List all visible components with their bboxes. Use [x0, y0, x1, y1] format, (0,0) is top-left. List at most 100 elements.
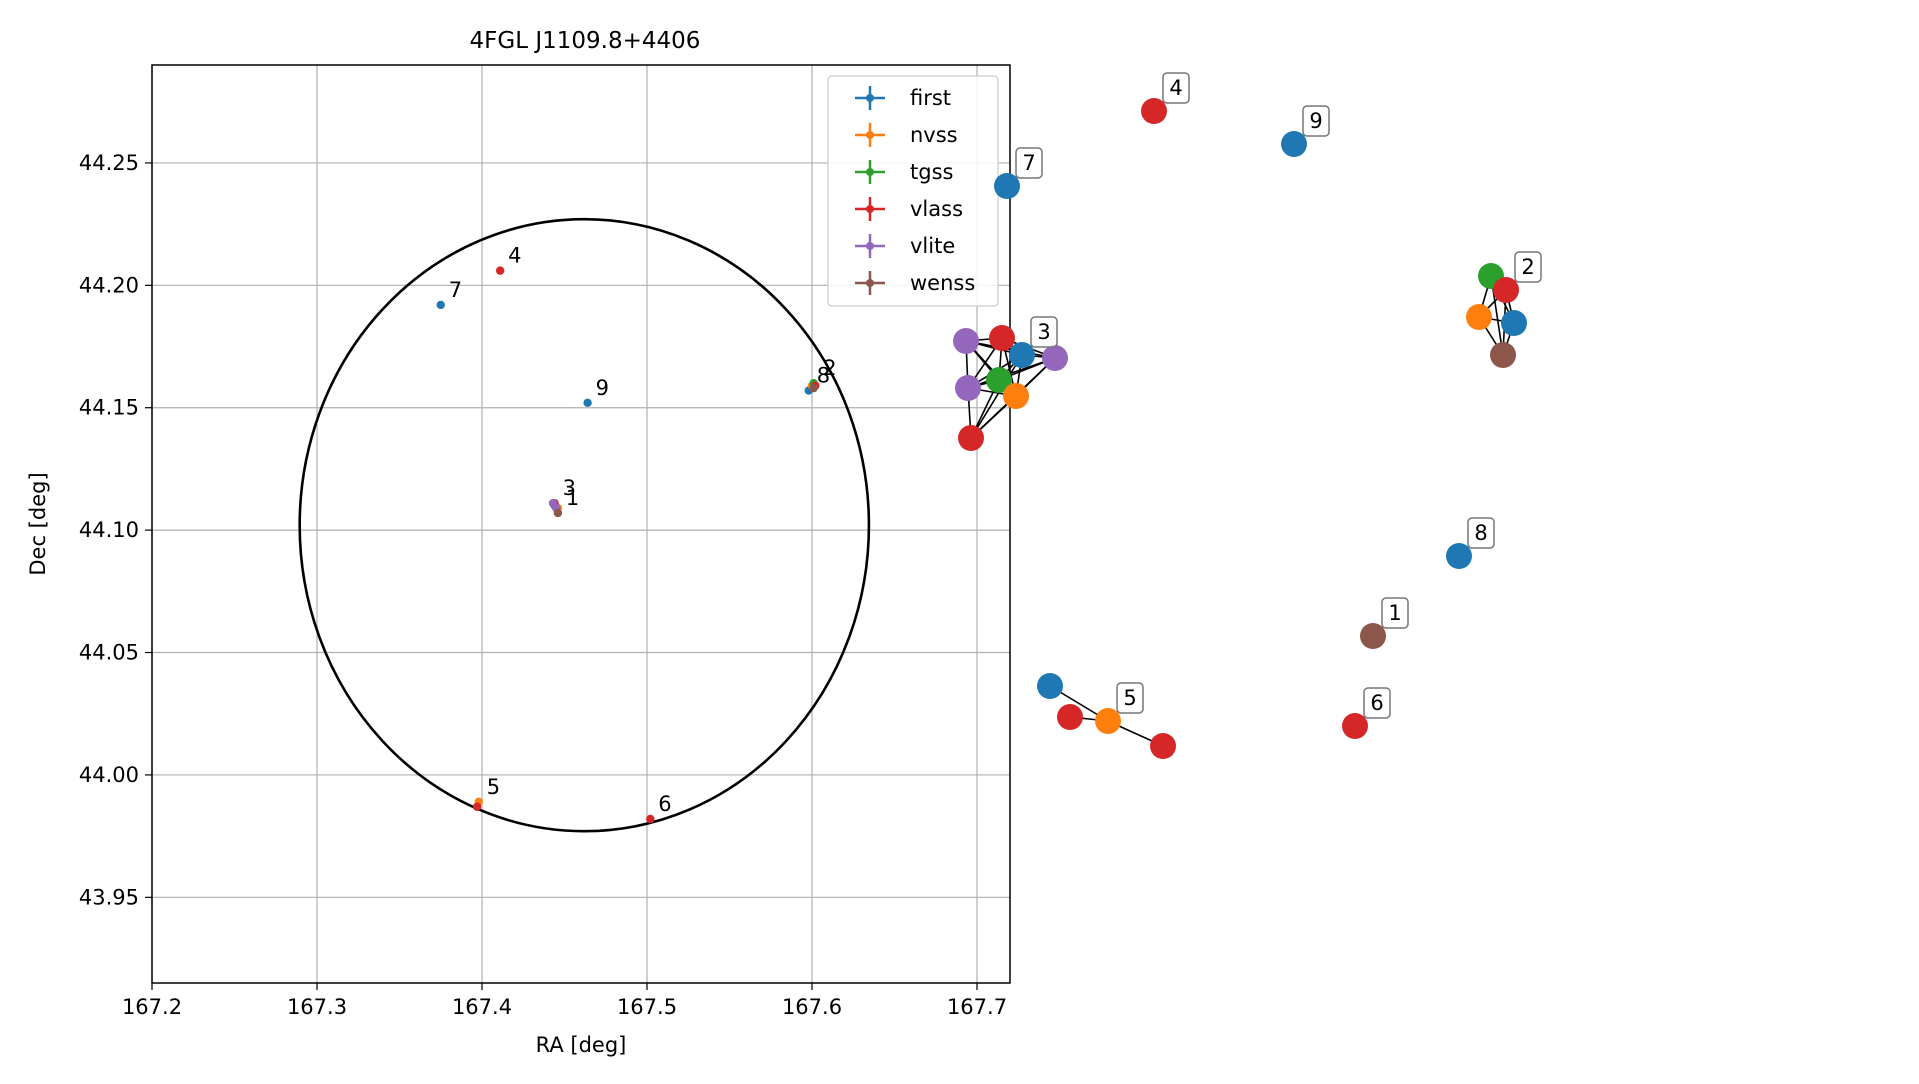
- graph-node-first: [1009, 342, 1035, 368]
- point-vlass: [472, 802, 482, 811]
- y-tick-label: 44.15: [79, 396, 139, 420]
- label-box: [1162, 72, 1190, 104]
- y-tick-label: 44.25: [79, 151, 139, 175]
- point-label: 4: [508, 244, 521, 268]
- association-graph: 7 4 9 3 2 8 1 6 5: [953, 72, 1542, 759]
- graph-node-labels: 7 4 9 3 2 8 1 6 5: [1015, 72, 1542, 719]
- label-box: [1363, 687, 1391, 719]
- graph-node-label: 2: [1514, 251, 1542, 283]
- y-axis-label: Dec [deg]: [26, 472, 50, 575]
- graph-node-vlite: [955, 375, 981, 401]
- label-text: 8: [1474, 521, 1487, 545]
- graph-node-label: 6: [1363, 687, 1391, 719]
- axes-frame: [151, 64, 1011, 984]
- graph-node-first: [1446, 543, 1472, 569]
- legend-label: nvss: [910, 123, 958, 147]
- legend-entries: first nvss tgss vlass vlite wenss: [855, 86, 975, 295]
- y-tick-label: 44.05: [79, 641, 139, 665]
- point-first: [436, 300, 445, 310]
- graph-node-wenss: [1490, 342, 1516, 368]
- point-labels: 1 2 3 4 5 6 7 8 9: [449, 244, 837, 816]
- graph-node-vlass: [989, 325, 1015, 351]
- graph-node-label: 8: [1467, 517, 1495, 549]
- label-text: 6: [1370, 691, 1383, 715]
- point-wenss: [809, 383, 818, 393]
- point-label: 8: [817, 364, 830, 388]
- graph-node-nvss: [1003, 383, 1029, 409]
- label-box: [1381, 597, 1409, 629]
- graph-edge: [970, 354, 1023, 439]
- label-text: 4: [1169, 76, 1182, 100]
- label-text: 9: [1309, 109, 1322, 133]
- graph-node-vlass: [958, 425, 984, 451]
- y-tick-label: 43.95: [79, 885, 139, 909]
- label-box: [1116, 682, 1144, 714]
- legend-label: wenss: [910, 271, 975, 295]
- legend-label: first: [910, 86, 951, 110]
- graph-node-label: 3: [1030, 316, 1058, 348]
- legend-entry-vlite: vlite: [855, 234, 955, 258]
- graph-edge: [1490, 275, 1504, 356]
- label-box: [1302, 105, 1330, 137]
- legend-entry-tgss: tgss: [855, 160, 953, 184]
- graph-node-vlass: [1057, 704, 1083, 730]
- legend-label: tgss: [910, 160, 953, 184]
- plot-title: 4FGL J1109.8+4406: [470, 28, 701, 54]
- legend: first nvss tgss vlass vlite wenss: [827, 75, 999, 307]
- legend-entry-first: first: [855, 86, 951, 110]
- graph-node-label: 4: [1162, 72, 1190, 104]
- label-box: [1030, 316, 1058, 348]
- graph-node-label: 5: [1116, 682, 1144, 714]
- graph-node-label: 7: [1015, 147, 1043, 179]
- label-box: [1015, 147, 1043, 179]
- legend-label: vlite: [910, 234, 955, 258]
- data-points: [436, 266, 820, 824]
- graph-node-nvss: [1095, 708, 1121, 734]
- graph-node-vlass: [1150, 733, 1176, 759]
- x-tick-label: 167.3: [287, 995, 347, 1019]
- legend-marker: [866, 242, 874, 250]
- legend-marker: [866, 94, 874, 102]
- label-text: 3: [1037, 320, 1050, 344]
- point-label: 1: [566, 486, 579, 510]
- x-tick-label: 167.6: [782, 995, 842, 1019]
- graph-node-first: [1281, 131, 1307, 157]
- label-text: 1: [1388, 601, 1401, 625]
- point-label: 5: [487, 775, 500, 799]
- point-wenss: [553, 508, 563, 518]
- graph-node-first: [1501, 310, 1527, 336]
- label-box: [1467, 517, 1495, 549]
- graph-node-label: 1: [1381, 597, 1409, 629]
- point-vlass: [646, 814, 655, 824]
- legend-marker: [866, 279, 874, 287]
- legend-marker: [866, 205, 874, 213]
- graph-node-vlass: [1342, 713, 1368, 739]
- point-label: 9: [596, 376, 609, 400]
- search-circle: [298, 217, 871, 833]
- point-first: [583, 398, 592, 408]
- label-text: 5: [1123, 686, 1136, 710]
- x-tick-label: 167.5: [617, 995, 677, 1019]
- legend-entry-vlass: vlass: [855, 197, 963, 221]
- legend-label: vlass: [910, 197, 963, 221]
- point-label: 3: [563, 476, 576, 500]
- x-axis-ticks: 167.2 167.3 167.4 167.5 167.6 167.7: [122, 983, 1007, 1019]
- label-box: [1514, 251, 1542, 283]
- graph-nodes: [953, 98, 1527, 759]
- label-text: 7: [1022, 151, 1035, 175]
- label-text: 2: [1521, 255, 1534, 279]
- graph-node-tgss: [986, 367, 1012, 393]
- y-tick-label: 44.20: [79, 273, 139, 297]
- x-tick-label: 167.2: [122, 995, 182, 1019]
- graph-node-vlass: [1141, 98, 1167, 124]
- graph-node-first: [1037, 673, 1063, 699]
- graph-node-wenss: [1360, 623, 1386, 649]
- y-tick-label: 44.10: [79, 518, 139, 542]
- point-label: 6: [658, 792, 671, 816]
- legend-marker: [866, 168, 874, 176]
- graph-node-vlass: [1493, 277, 1519, 303]
- search-radius-circle: [298, 217, 871, 833]
